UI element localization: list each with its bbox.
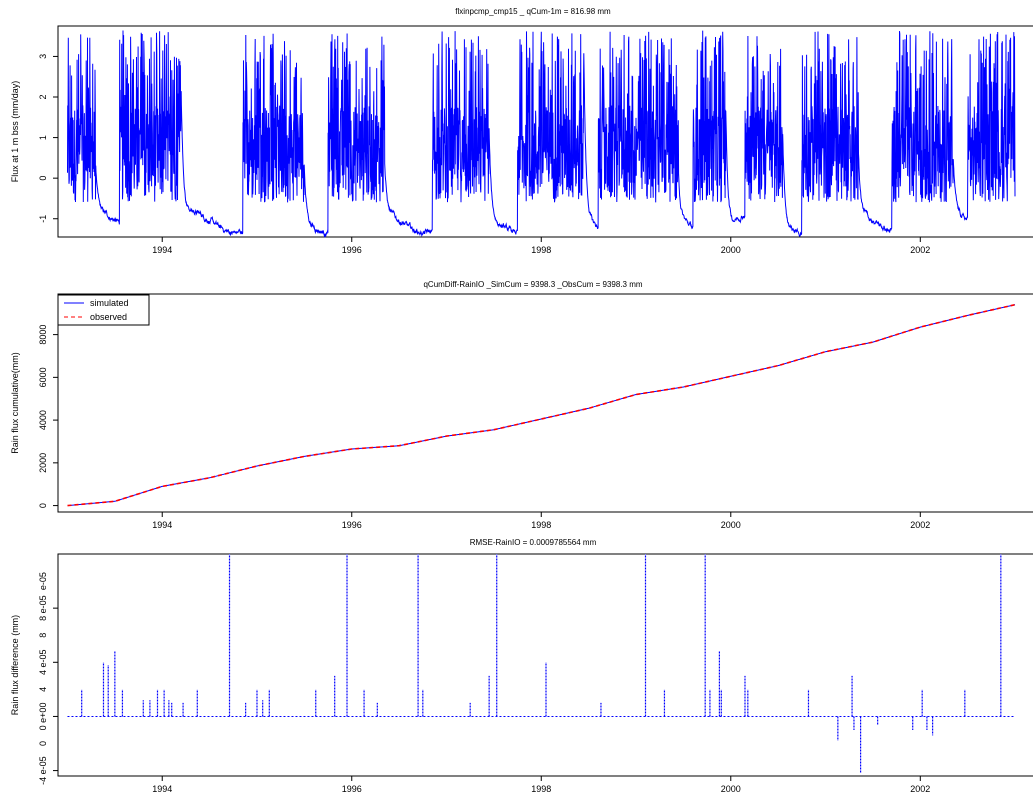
- panel-difference-y-minor-tick-label: 4: [38, 687, 48, 692]
- panel-difference-x-axis: 1994 1996 1998 2000 2002: [152, 776, 930, 794]
- panel-difference-plot-area: [57, 553, 1033, 777]
- panel-difference-y-tick-label: 4 e-05: [38, 650, 48, 676]
- panel-cumulative-x-tick-label: 2002: [910, 520, 930, 530]
- panel-flux-x-tick-label: 1998: [531, 245, 551, 255]
- panel-difference-x-tick-label: 1998: [531, 784, 551, 794]
- panel-difference-y-tick-label: 8 e-05: [38, 595, 48, 621]
- panel-difference-y-axis-label: Rain flux difference (mm): [10, 615, 20, 715]
- panel-cumulative-y-tick-label: 6000: [38, 367, 48, 387]
- panel-difference: RMSE-RainIO = 0.0009785564 mm Rain flux …: [10, 538, 1033, 794]
- panel-cumulative-y-axis-label: Rain flux cumulative(mm): [10, 352, 20, 454]
- panel-flux-x-tick-label: 2000: [721, 245, 741, 255]
- panel-flux-y-axis-label: Flux at 1 m bss (mm/day): [10, 81, 20, 183]
- panel-flux-y-axis: -1 0 1 2 3: [38, 54, 58, 223]
- panel-difference-y-minor-tick-label: e-05: [38, 572, 48, 590]
- panel-difference-x-tick-label: 1994: [152, 784, 172, 794]
- panel-difference-y-minor-tick-label: 0: [38, 741, 48, 746]
- panel-flux-plot-area: [57, 25, 1033, 238]
- panel-flux-y-tick-label: 1: [38, 135, 48, 140]
- panel-difference-y-tick-label: -4 e-05: [38, 756, 48, 785]
- panel-flux-x-axis: 1994 1996 1998 2000 2002: [152, 237, 930, 255]
- panel-cumulative-x-tick-label: 1998: [531, 520, 551, 530]
- panel-cumulative-plot-area: [57, 293, 1033, 513]
- panel-cumulative-x-tick-label: 2000: [721, 520, 741, 530]
- panel-cumulative-x-tick-label: 1996: [342, 520, 362, 530]
- panel-difference-x-tick-label: 1996: [342, 784, 362, 794]
- legend: simulated observed: [57, 294, 150, 326]
- panel-cumulative-y-tick-label: 8000: [38, 325, 48, 345]
- panel-cumulative-y-tick-label: 4000: [38, 410, 48, 430]
- panel-cumulative-y-tick-label: 0: [38, 503, 48, 508]
- panel-flux: flxinpcmp_cmp15 _ qCum-1m = 816.98 mm Fl…: [10, 7, 1033, 255]
- legend-observed-label: observed: [90, 312, 127, 322]
- panel-cumulative-x-axis: 1994 1996 1998 2000 2002: [152, 512, 930, 530]
- legend-box: [57, 294, 150, 326]
- flux-line: [67, 30, 1016, 238]
- panel-flux-y-tick-label: 3: [38, 54, 48, 59]
- panel-cumulative: qCumDiff-RainIO _SimCum = 9398.3 _ObsCum…: [10, 280, 1033, 530]
- panel-flux-y-tick-label: 2: [38, 95, 48, 100]
- panel-flux-series: [67, 30, 1016, 238]
- panel-cumulative-title: qCumDiff-RainIO _SimCum = 9398.3 _ObsCum…: [423, 280, 642, 289]
- panel-flux-y-tick-label: 0: [38, 176, 48, 181]
- legend-simulated-label: simulated: [90, 298, 129, 308]
- panel-difference-y-minor-tick-label: 8: [38, 633, 48, 638]
- panel-flux-x-tick-label: 2002: [910, 245, 930, 255]
- observed-line: [67, 303, 1016, 507]
- panel-difference-x-tick-label: 2002: [910, 784, 930, 794]
- panel-cumulative-x-tick-label: 1994: [152, 520, 172, 530]
- panel-flux-x-tick-label: 1996: [342, 245, 362, 255]
- panel-flux-x-tick-label: 1994: [152, 245, 172, 255]
- panel-difference-title: RMSE-RainIO = 0.0009785564 mm: [470, 538, 597, 547]
- panel-difference-x-tick-label: 2000: [721, 784, 741, 794]
- panel-difference-y-tick-label: 0 e+00: [38, 703, 48, 731]
- panel-difference-y-axis: -4 e-05 0 e+00 4 e-05 8 e-05 0 4 8 e-05: [38, 572, 58, 785]
- panel-flux-y-tick-label: -1: [38, 215, 48, 223]
- panel-cumulative-y-tick-label: 2000: [38, 453, 48, 473]
- panel-cumulative-y-axis: 0 2000 4000 6000 8000: [38, 325, 58, 508]
- panel-cumulative-series: [67, 303, 1016, 507]
- panel-flux-title: flxinpcmp_cmp15 _ qCum-1m = 816.98 mm: [455, 7, 611, 16]
- panel-difference-series: [67, 554, 1016, 774]
